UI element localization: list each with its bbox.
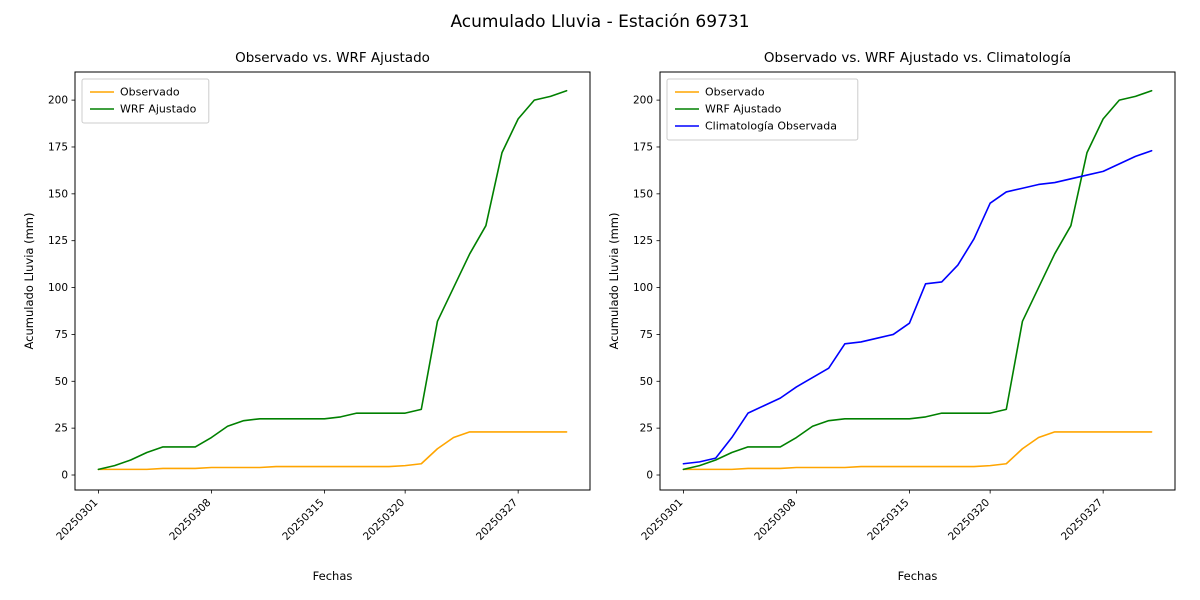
- x-tick-label: 20250315: [865, 497, 911, 543]
- y-tick-label: 175: [633, 141, 653, 153]
- x-tick-label: 20250327: [474, 497, 520, 543]
- y-tick-label: 0: [61, 470, 68, 482]
- legend-label-climatologi-a-observada: Climatología Observada: [705, 120, 837, 133]
- legend: Observado WRF Ajustado Climatología Observ…: [666, 78, 859, 141]
- y-tick-label: 175: [48, 141, 68, 153]
- y-axis-label: Acumulado Lluvia (mm): [22, 213, 36, 350]
- y-tick-label: 75: [55, 329, 68, 341]
- y-tick-label: 150: [633, 188, 653, 200]
- x-tick-label: 20250301: [54, 497, 100, 543]
- y-tick-label: 50: [55, 376, 68, 388]
- legend-box: [666, 78, 859, 141]
- subplot-observado-vs-wrf-ajustado: 0 25 50 75 100 125 150 175 200 20250301 20250308 20…: [22, 50, 591, 583]
- figure-title: Acumulado Lluvia - Estación 69731: [450, 12, 750, 32]
- y-axis-label: Acumulado Lluvia (mm): [607, 213, 621, 350]
- y-tick-label: 100: [48, 282, 68, 294]
- legend-label-wrf-ajustado: WRF Ajustado: [120, 103, 197, 116]
- x-tick-label: 20250301: [639, 497, 685, 543]
- y-tick-label: 125: [48, 235, 68, 247]
- y-tick-label: 100: [633, 282, 653, 294]
- series-line-wrf-ajustado: [97, 89, 568, 471]
- y-tick-label: 0: [646, 470, 653, 482]
- x-tick-label: 20250327: [1059, 497, 1105, 543]
- legend-label-observado: Observado: [120, 86, 180, 99]
- plot-border: [74, 71, 591, 491]
- y-tick-label: 25: [640, 423, 653, 435]
- y-tick-label: 125: [633, 235, 653, 247]
- y-tick-label: 50: [640, 376, 653, 388]
- series-line-observado: [682, 431, 1153, 471]
- plot-border: [659, 71, 1176, 491]
- x-tick-label: 20250320: [946, 497, 992, 543]
- y-tick-label: 200: [633, 95, 653, 107]
- subplot-observado-vs-wrf-ajustado-vs-climatologi-a: 0 25 50 75 100 125 150 175 200 20250301 20250308 20…: [607, 50, 1176, 583]
- subplot-title: Observado vs. WRF Ajustado vs. Climatolo…: [764, 50, 1071, 66]
- series-line-wrf-ajustado: [682, 89, 1153, 471]
- x-tick-label: 20250320: [361, 497, 407, 543]
- series-line-observado: [97, 431, 568, 471]
- series-line-climatologi-a-observada: [682, 149, 1153, 465]
- x-axis-label: Fechas: [898, 569, 938, 583]
- legend-label-wrf-ajustado: WRF Ajustado: [705, 103, 782, 116]
- y-tick-label: 200: [48, 95, 68, 107]
- legend-label-observado: Observado: [705, 86, 765, 99]
- x-tick-label: 20250308: [167, 497, 213, 543]
- legend-box: [81, 78, 210, 124]
- legend: Observado WRF Ajustado: [81, 78, 210, 124]
- y-tick-label: 75: [640, 329, 653, 341]
- x-tick-label: 20250315: [280, 497, 326, 543]
- y-tick-label: 25: [55, 423, 68, 435]
- y-tick-label: 150: [48, 188, 68, 200]
- x-axis-label: Fechas: [313, 569, 353, 583]
- subplot-title: Observado vs. WRF Ajustado: [235, 50, 430, 66]
- x-tick-label: 20250308: [752, 497, 798, 543]
